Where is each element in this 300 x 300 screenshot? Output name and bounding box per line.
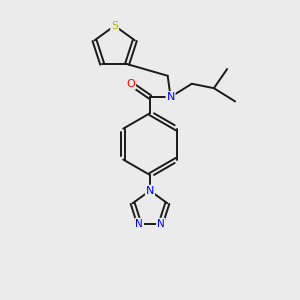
Text: N: N: [146, 186, 154, 196]
Text: N: N: [157, 219, 165, 229]
Text: N: N: [167, 92, 175, 102]
Text: S: S: [111, 21, 118, 31]
Text: O: O: [127, 79, 135, 89]
Text: N: N: [135, 219, 143, 229]
